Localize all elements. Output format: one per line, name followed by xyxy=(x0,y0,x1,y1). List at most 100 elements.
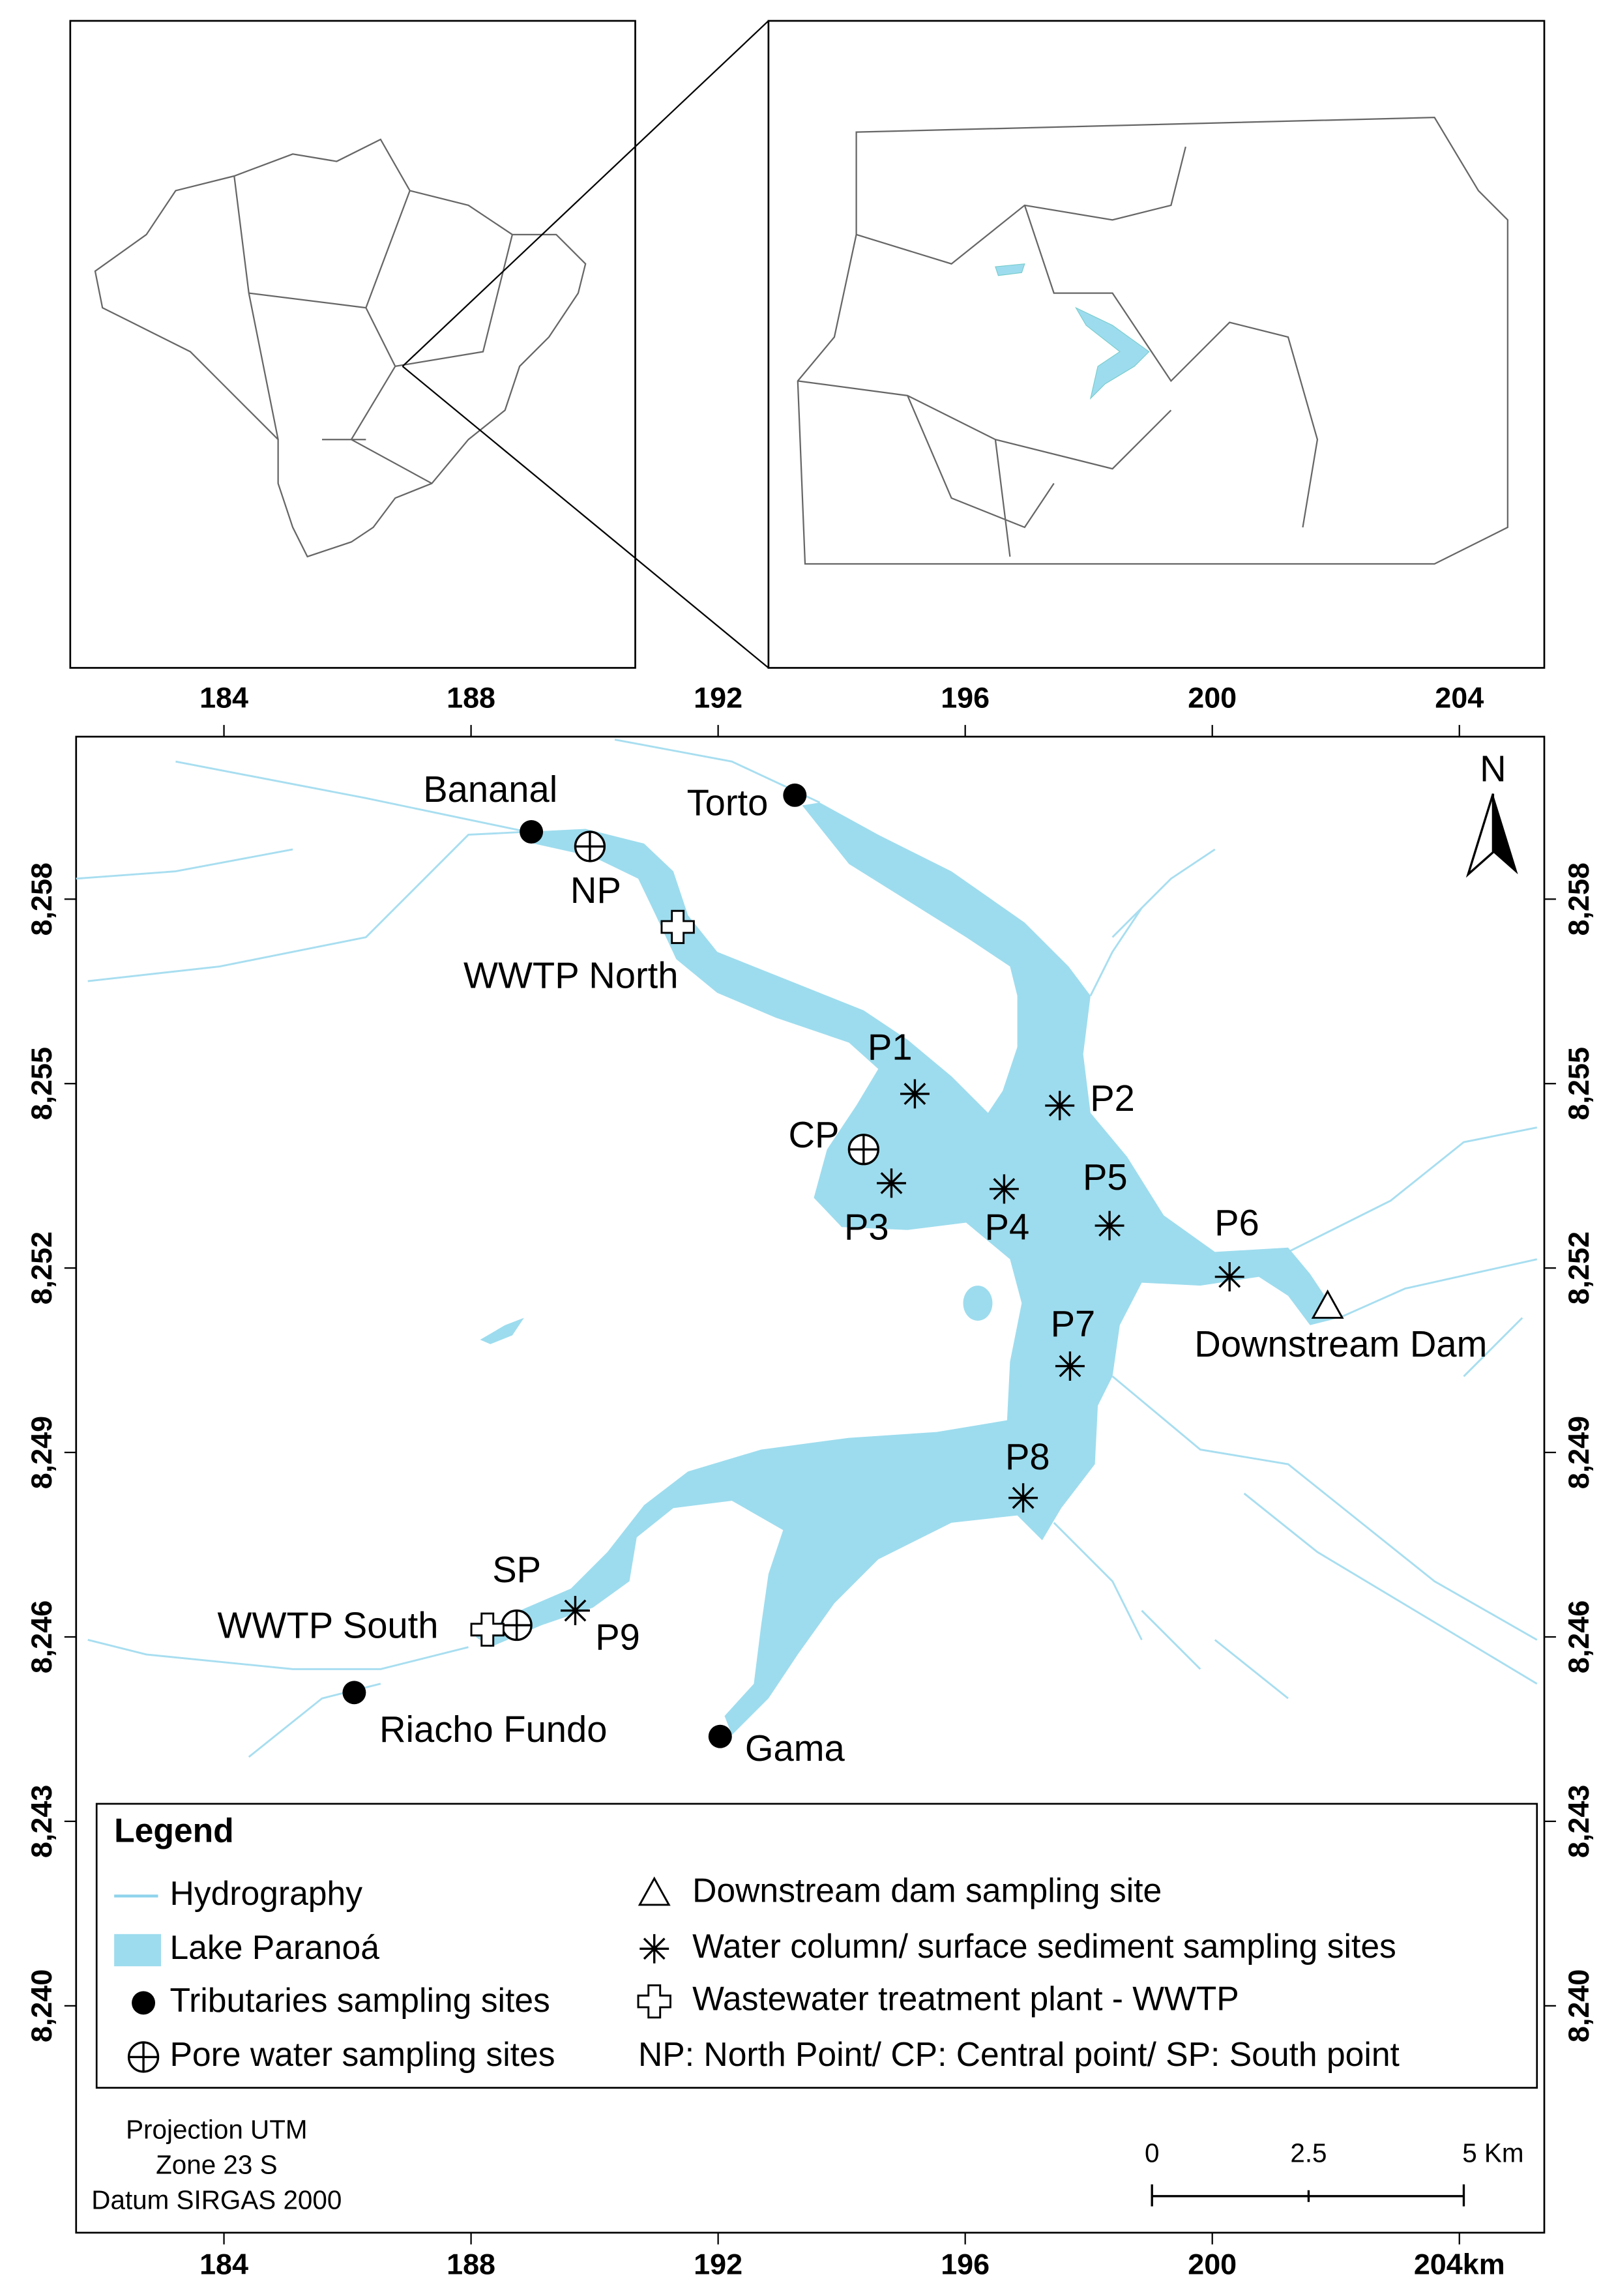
site-label: NP xyxy=(570,870,621,911)
x-tick-label: 184 xyxy=(199,2247,248,2280)
scale-label: 0 xyxy=(1145,2138,1159,2168)
site-label: P1 xyxy=(868,1026,913,1067)
water-column-marker xyxy=(877,1168,906,1198)
pore-marker xyxy=(849,1134,879,1164)
water-column-marker xyxy=(1055,1351,1085,1381)
legend-label: Wastewater treatment plant - WWTP xyxy=(692,1980,1239,2018)
x-tick-label: 196 xyxy=(941,681,990,714)
water-column-marker xyxy=(1214,1262,1244,1292)
north-arrow xyxy=(1493,793,1518,875)
tributary-marker xyxy=(708,1724,732,1748)
site-label: Downstream Dam xyxy=(1194,1323,1487,1364)
wwtp-marker xyxy=(470,1612,505,1647)
site-label: P6 xyxy=(1214,1202,1259,1243)
y-tick-label: 8,249 xyxy=(1562,1416,1595,1489)
scale-label: 5 Km xyxy=(1462,2138,1523,2168)
hydrography xyxy=(76,739,1538,1758)
y-tick-label: 8,255 xyxy=(1562,1047,1595,1120)
site-label: P9 xyxy=(595,1616,640,1657)
projection-text: Projection UTM xyxy=(126,2115,307,2145)
pond xyxy=(963,1286,993,1321)
north-label: N xyxy=(1480,748,1506,789)
legend-label: Hydrography xyxy=(169,1874,362,1912)
site-label: SP xyxy=(492,1549,541,1590)
x-tick-label: 192 xyxy=(694,2247,742,2280)
site-label: WWTP North xyxy=(463,954,679,995)
legend-label: Pore water sampling sites xyxy=(169,2035,555,2073)
y-tick-label: 8,240 xyxy=(1562,1969,1595,2042)
x-tick-label: 196 xyxy=(941,2247,990,2280)
y-tick-label: 8,255 xyxy=(25,1047,58,1120)
site-label: P5 xyxy=(1083,1156,1128,1198)
projection-text: Datum SIRGAS 2000 xyxy=(91,2185,342,2215)
scale-label: 2.5 xyxy=(1290,2138,1327,2168)
lake-paranoa xyxy=(475,802,1340,1735)
df-inset-frame xyxy=(767,20,1546,669)
pond xyxy=(480,1317,524,1344)
y-tick-label: 8,246 xyxy=(1562,1600,1595,1673)
water-column-marker xyxy=(900,1079,930,1109)
water-column-marker xyxy=(639,1934,669,1964)
legend-label: Lake Paranoá xyxy=(169,1928,379,1966)
df-outline xyxy=(797,117,1508,565)
wwtp-marker xyxy=(637,1984,671,2019)
y-tick-label: 8,246 xyxy=(25,1600,58,1673)
x-tick-label: 200 xyxy=(1188,681,1237,714)
x-tick-label: 188 xyxy=(447,681,495,714)
zoom-line xyxy=(402,366,769,669)
water-column-marker xyxy=(1008,1483,1038,1513)
legend-label: Water column/ surface sediment sampling … xyxy=(692,1927,1396,1965)
site-label: CP xyxy=(788,1114,839,1155)
x-tick-label: 184 xyxy=(199,681,248,714)
wwtp-marker xyxy=(660,909,695,945)
pore-marker xyxy=(128,2042,158,2072)
water-column-marker xyxy=(1045,1091,1075,1121)
site-label: P3 xyxy=(844,1207,889,1248)
site-label: Riacho Fundo xyxy=(379,1709,607,1750)
site-label: Torto xyxy=(687,782,769,823)
x-tick-label: 204km xyxy=(1414,2247,1505,2280)
legend-box xyxy=(95,1803,1538,2089)
y-tick-label: 8,252 xyxy=(25,1231,58,1304)
tributary-marker xyxy=(132,1991,156,2015)
legend-label: Downstream dam sampling site xyxy=(692,1872,1162,1909)
water-column-marker xyxy=(1094,1211,1124,1241)
site-label: WWTP South xyxy=(218,1604,439,1645)
y-tick-label: 8,240 xyxy=(25,1969,58,2042)
y-tick-label: 8,249 xyxy=(25,1416,58,1489)
x-tick-label: 192 xyxy=(694,681,742,714)
legend-label: NP: North Point/ CP: Central point/ SP: … xyxy=(638,2035,1400,2073)
dam-marker xyxy=(638,1876,671,1906)
y-tick-label: 8,258 xyxy=(25,862,58,935)
site-label: P8 xyxy=(1005,1436,1050,1477)
scale-bar xyxy=(1151,2184,1465,2207)
legend-label: Tributaries sampling sites xyxy=(169,1981,550,2019)
y-tick-label: 8,243 xyxy=(1562,1785,1595,1858)
site-label: P7 xyxy=(1051,1303,1096,1344)
site-label: Bananal xyxy=(423,769,557,810)
x-tick-label: 204 xyxy=(1435,681,1484,714)
projection-text: Zone 23 S xyxy=(156,2150,277,2180)
site-label: P2 xyxy=(1090,1078,1135,1119)
tributary-marker xyxy=(783,783,807,807)
tributary-marker xyxy=(520,820,544,844)
tributary-marker xyxy=(342,1681,366,1705)
site-label: P4 xyxy=(985,1207,1030,1248)
x-tick-label: 188 xyxy=(447,2247,495,2280)
legend-symbol xyxy=(114,1934,162,1967)
y-tick-label: 8,258 xyxy=(1562,862,1595,935)
legend-title: Legend xyxy=(114,1812,234,1849)
water-column-marker xyxy=(561,1596,590,1626)
site-label: Gama xyxy=(745,1728,845,1769)
y-tick-label: 8,243 xyxy=(25,1785,58,1858)
pore-marker xyxy=(502,1610,532,1640)
brazil-outline xyxy=(94,138,587,558)
water-column-marker xyxy=(989,1174,1019,1204)
df-lake xyxy=(995,263,1150,400)
dam-marker xyxy=(1311,1289,1344,1319)
north-arrow xyxy=(1465,793,1495,878)
y-tick-label: 8,252 xyxy=(1562,1231,1595,1304)
pore-marker xyxy=(575,831,605,861)
brazil-inset-frame xyxy=(69,20,636,669)
